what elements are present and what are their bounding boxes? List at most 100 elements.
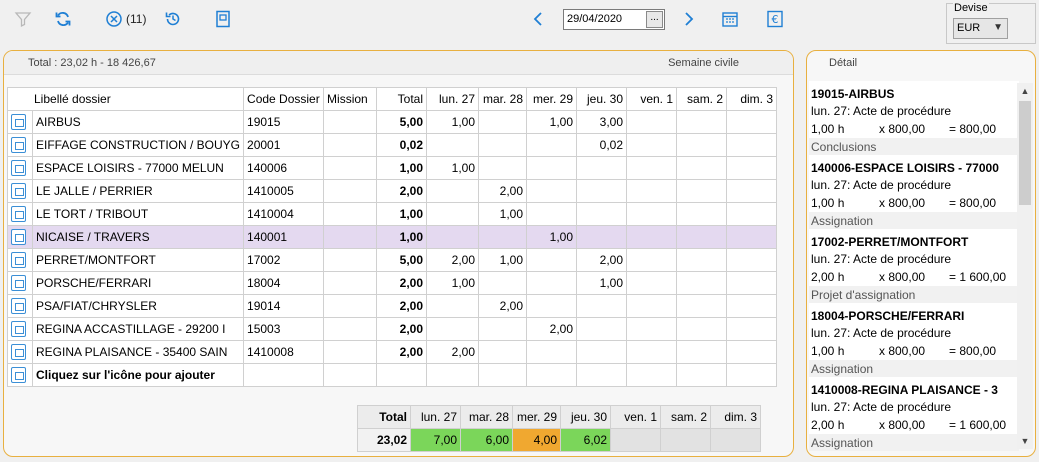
row-icon-cell[interactable] [7, 202, 33, 226]
cell-day-hours[interactable]: 2,00 [478, 294, 528, 318]
cell-day-hours[interactable] [526, 363, 578, 387]
open-entry-icon[interactable] [11, 160, 26, 176]
cell-code[interactable]: 140006 [243, 156, 325, 180]
cell-label[interactable]: PERRET/MONTFORT [31, 248, 245, 272]
cell-day-hours[interactable] [726, 179, 778, 203]
cell-day-hours[interactable]: 1,00 [526, 225, 578, 249]
cell-day-hours[interactable] [676, 202, 728, 226]
open-entry-icon[interactable] [11, 321, 26, 337]
cell-day-hours[interactable] [676, 363, 728, 387]
cell-day-hours[interactable] [676, 225, 728, 249]
col-header-day[interactable]: sam. 2 [676, 87, 728, 111]
table-row[interactable]: PERRET/MONTFORT 17002 5,00 2,00 1,00 2,00 [7, 248, 778, 272]
cell-label[interactable]: ESPACE LOISIRS - 77000 MELUN [31, 156, 245, 180]
cell-label[interactable]: LE TORT / TRIBOUT [31, 202, 245, 226]
cell-day-hours[interactable] [726, 110, 778, 134]
row-icon-cell[interactable] [7, 156, 33, 180]
cell-day-hours[interactable] [478, 340, 528, 364]
scroll-thumb[interactable] [1019, 101, 1031, 205]
cell-day-hours[interactable] [478, 110, 528, 134]
cell-day-hours[interactable]: 1,00 [478, 248, 528, 272]
cell-day-hours[interactable] [526, 294, 578, 318]
cell-day-hours[interactable] [676, 156, 728, 180]
cell-day-hours[interactable] [676, 179, 728, 203]
cell-day-hours[interactable] [726, 363, 778, 387]
table-row[interactable]: LE JALLE / PERRIER 1410005 2,00 2,00 [7, 179, 778, 203]
cell-code[interactable]: 1410004 [243, 202, 325, 226]
cell-day-hours[interactable] [626, 225, 678, 249]
cell-day-hours[interactable] [426, 133, 480, 157]
row-icon-cell[interactable] [7, 317, 33, 341]
currency-select[interactable]: EUR ▼ [953, 18, 1008, 39]
row-icon-cell[interactable] [7, 363, 33, 387]
cell-day-hours[interactable] [478, 156, 528, 180]
cell-day-hours[interactable] [478, 133, 528, 157]
col-header-label[interactable]: Libellé dossier [6, 87, 245, 111]
cell-day-hours[interactable] [726, 156, 778, 180]
cell-day-hours[interactable]: 2,00 [426, 248, 480, 272]
cell-day-hours[interactable] [626, 133, 678, 157]
cell-mission[interactable] [323, 363, 378, 387]
cell-day-hours[interactable] [576, 202, 628, 226]
cell-mission[interactable] [323, 156, 378, 180]
cell-day-hours[interactable] [426, 179, 480, 203]
cell-mission[interactable] [323, 271, 378, 295]
cell-mission[interactable] [323, 225, 378, 249]
cell-day-hours[interactable]: 1,00 [426, 271, 480, 295]
open-entry-icon[interactable] [11, 252, 26, 268]
cell-code[interactable]: 20001 [243, 133, 325, 157]
col-header-mission[interactable]: Mission [323, 87, 378, 111]
cell-day-hours[interactable] [576, 294, 628, 318]
cell-day-hours[interactable] [626, 340, 678, 364]
cell-day-hours[interactable]: 3,00 [576, 110, 628, 134]
cell-code[interactable] [243, 363, 325, 387]
cell-day-hours[interactable]: 1,00 [426, 110, 480, 134]
cell-mission[interactable] [323, 110, 378, 134]
calendar-icon[interactable] [719, 8, 741, 30]
cell-day-hours[interactable] [726, 294, 778, 318]
col-header-day[interactable]: lun. 27 [426, 87, 480, 111]
cell-mission[interactable] [323, 179, 378, 203]
cell-day-hours[interactable] [676, 248, 728, 272]
cell-day-hours[interactable] [526, 340, 578, 364]
detail-scrollbar[interactable]: ▲ ▼ [1017, 83, 1033, 449]
cell-day-hours[interactable] [478, 363, 528, 387]
table-row[interactable]: EIFFAGE CONSTRUCTION / BOUYG 20001 0,02 0,0… [7, 133, 778, 157]
row-icon-cell[interactable] [7, 110, 33, 134]
cell-mission[interactable] [323, 248, 378, 272]
cell-day-hours[interactable] [576, 340, 628, 364]
col-header-code[interactable]: Code Dossier [243, 87, 325, 111]
row-icon-cell[interactable] [7, 294, 33, 318]
cell-day-hours[interactable] [576, 225, 628, 249]
cell-day-hours[interactable] [626, 294, 678, 318]
col-header-day[interactable]: dim. 3 [726, 87, 778, 111]
cell-label[interactable]: AIRBUS [31, 110, 245, 134]
date-field[interactable]: 29/04/2020 ... [563, 9, 665, 30]
cell-day-hours[interactable]: 2,00 [526, 317, 578, 341]
cell-day-hours[interactable] [726, 202, 778, 226]
cell-code[interactable]: 18004 [243, 271, 325, 295]
cell-mission[interactable] [323, 133, 378, 157]
cell-day-hours[interactable]: 1,00 [576, 271, 628, 295]
table-row[interactable]: PSA/FIAT/CHRYSLER 19014 2,00 2,00 [7, 294, 778, 318]
cell-day-hours[interactable] [426, 363, 480, 387]
previous-week-icon[interactable] [528, 8, 550, 30]
cell-day-hours[interactable] [726, 225, 778, 249]
open-entry-icon[interactable] [11, 183, 26, 199]
open-entry-icon[interactable] [11, 137, 26, 153]
cell-day-hours[interactable] [676, 317, 728, 341]
detail-item[interactable]: 18004-PORSCHE/FERRARI lun. 27: Acte de pr… [809, 303, 1019, 377]
cell-code[interactable]: 1410008 [243, 340, 325, 364]
cell-day-hours[interactable]: 2,00 [426, 340, 480, 364]
open-entry-icon[interactable] [11, 275, 26, 291]
detail-item[interactable]: 17002-PERRET/MONTFORT lun. 27: Acte de pr… [809, 229, 1019, 303]
cell-day-hours[interactable] [426, 202, 480, 226]
open-entry-icon[interactable] [11, 367, 26, 383]
row-icon-cell[interactable] [7, 179, 33, 203]
cell-label[interactable]: NICAISE / TRAVERS [31, 225, 245, 249]
table-row[interactable]: AIRBUS 19015 5,00 1,00 1,00 3,00 [7, 110, 778, 134]
open-entry-icon[interactable] [11, 298, 26, 314]
cell-day-hours[interactable] [626, 271, 678, 295]
cell-day-hours[interactable] [526, 179, 578, 203]
cell-day-hours[interactable] [726, 317, 778, 341]
